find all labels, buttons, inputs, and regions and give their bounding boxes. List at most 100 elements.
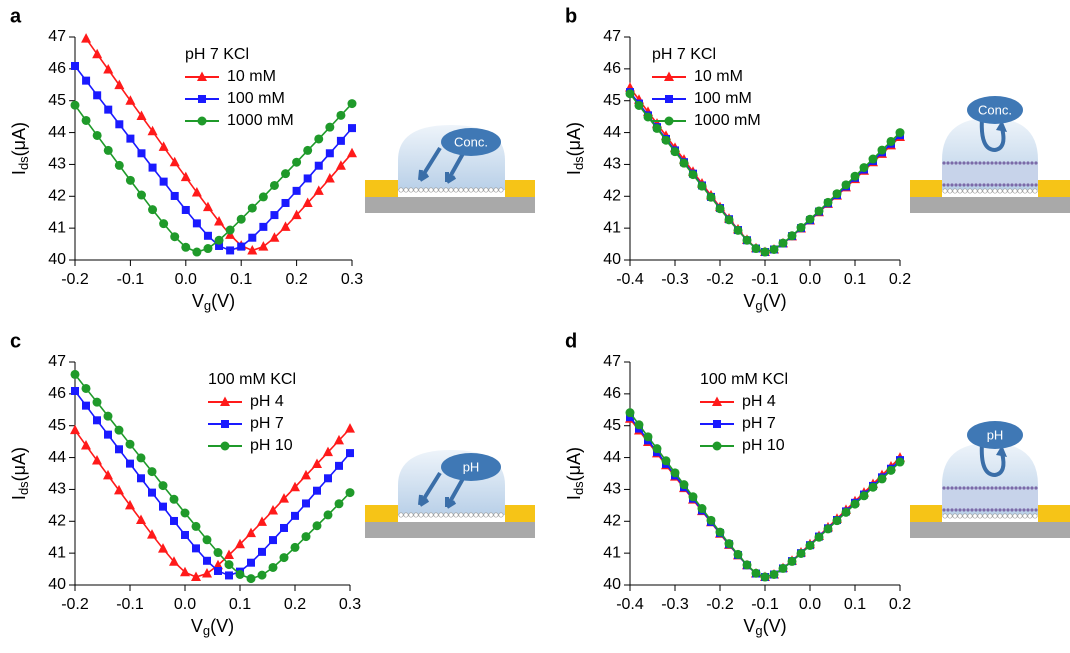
y-tick-label: 40	[603, 251, 621, 268]
marker-circle	[724, 215, 734, 225]
lipid-head	[966, 486, 970, 490]
marker-square	[215, 241, 224, 250]
y-tick-label: 47	[48, 28, 66, 45]
marker-circle	[214, 235, 224, 245]
marker-circle	[724, 539, 734, 549]
lipid-head	[966, 161, 970, 165]
marker-circle	[877, 145, 887, 155]
marker-circle	[751, 244, 761, 254]
lipid-head	[1018, 161, 1022, 165]
marker-square	[181, 530, 189, 539]
marker-circle	[147, 467, 157, 477]
lipid-head	[1010, 508, 1014, 512]
lipid-head	[962, 486, 966, 490]
graphene-atom	[977, 513, 983, 519]
legend-marker	[664, 71, 674, 81]
lipid-head	[1026, 486, 1030, 490]
graphene-atom	[403, 512, 409, 518]
marker-circle	[733, 549, 743, 559]
lipid-head	[994, 161, 998, 165]
marker-circle	[92, 130, 102, 140]
graphene-atom	[992, 513, 998, 519]
graphene-atom	[977, 188, 983, 194]
marker-triangle	[136, 514, 146, 525]
graphene-atom	[408, 512, 414, 518]
panel-label: c	[10, 330, 21, 352]
marker-triangle	[313, 185, 324, 195]
substrate	[910, 522, 1070, 538]
lipid-head	[998, 161, 1002, 165]
graphene-atom	[433, 512, 439, 518]
graphene-atom	[947, 188, 953, 194]
electrode	[365, 505, 398, 522]
x-title-sub: g	[203, 623, 210, 638]
marker-circle	[886, 136, 896, 146]
y-tick-label: 41	[603, 219, 621, 236]
marker-circle	[303, 145, 313, 155]
lipid-head	[1030, 508, 1034, 512]
lipid-head	[970, 183, 974, 187]
graphene-atom	[967, 513, 973, 519]
marker-circle	[325, 122, 335, 132]
marker-circle	[70, 100, 80, 110]
marker-circle	[787, 556, 797, 566]
marker-circle	[301, 532, 311, 542]
marker-circle	[323, 510, 333, 520]
lipid-head	[994, 486, 998, 490]
graphene-atom	[433, 187, 439, 193]
marker-triangle	[158, 141, 169, 151]
lipid-head	[1014, 486, 1018, 490]
y-title-main: I	[9, 495, 29, 500]
graphene-atom	[957, 513, 963, 519]
graphene-atom	[992, 188, 998, 194]
lipid-head	[1022, 161, 1026, 165]
marker-circle	[125, 175, 135, 185]
x-axis-title: Vg(V)	[191, 616, 234, 639]
marker-circle	[670, 147, 680, 157]
marker-square	[270, 211, 279, 220]
graphene-atom	[418, 512, 424, 518]
marker-circle	[778, 238, 788, 248]
x-axis-title: Vg(V)	[192, 291, 235, 314]
y-title-unit: (μA)	[564, 122, 584, 156]
y-tick-label: 43	[48, 481, 66, 498]
graphene-atom	[443, 512, 449, 518]
marker-circle	[81, 115, 91, 125]
marker-square	[159, 502, 167, 511]
y-tick-label: 42	[48, 188, 66, 205]
lipid-head	[1014, 183, 1018, 187]
x-tick-label: -0.3	[661, 271, 689, 288]
marker-square	[126, 459, 134, 468]
marker-square	[115, 120, 124, 129]
marker-circle	[312, 521, 322, 531]
graphene-atom	[1007, 188, 1013, 194]
marker-square	[159, 177, 168, 186]
marker-square	[302, 499, 310, 508]
legend-label: 10 mM	[227, 68, 276, 85]
graphene-atom	[473, 187, 479, 193]
x-title-sub: g	[755, 298, 762, 313]
y-tick-label: 47	[603, 353, 621, 370]
graphene-atom	[483, 187, 489, 193]
inset: pH	[910, 421, 1070, 538]
marker-circle	[688, 170, 698, 180]
inset-label: pH	[987, 427, 1004, 442]
marker-square	[247, 558, 255, 567]
marker-circle	[895, 128, 905, 138]
graphene-atom	[398, 187, 404, 193]
marker-triangle	[301, 469, 311, 480]
marker-circle	[760, 572, 770, 582]
graphene-atom	[498, 187, 504, 193]
legend-marker	[197, 116, 207, 126]
marker-square	[258, 547, 266, 556]
x-tick-label: -0.1	[751, 271, 779, 288]
marker-circle	[258, 192, 268, 202]
graphene-atom	[438, 512, 444, 518]
y-title-sub: ds	[16, 481, 31, 495]
marker-circle	[733, 225, 743, 235]
lipid-head	[970, 161, 974, 165]
graphene-atom	[483, 512, 489, 518]
legend-title: 100 mM KCl	[700, 371, 788, 388]
lipid-head	[958, 508, 962, 512]
marker-circle	[158, 481, 168, 491]
